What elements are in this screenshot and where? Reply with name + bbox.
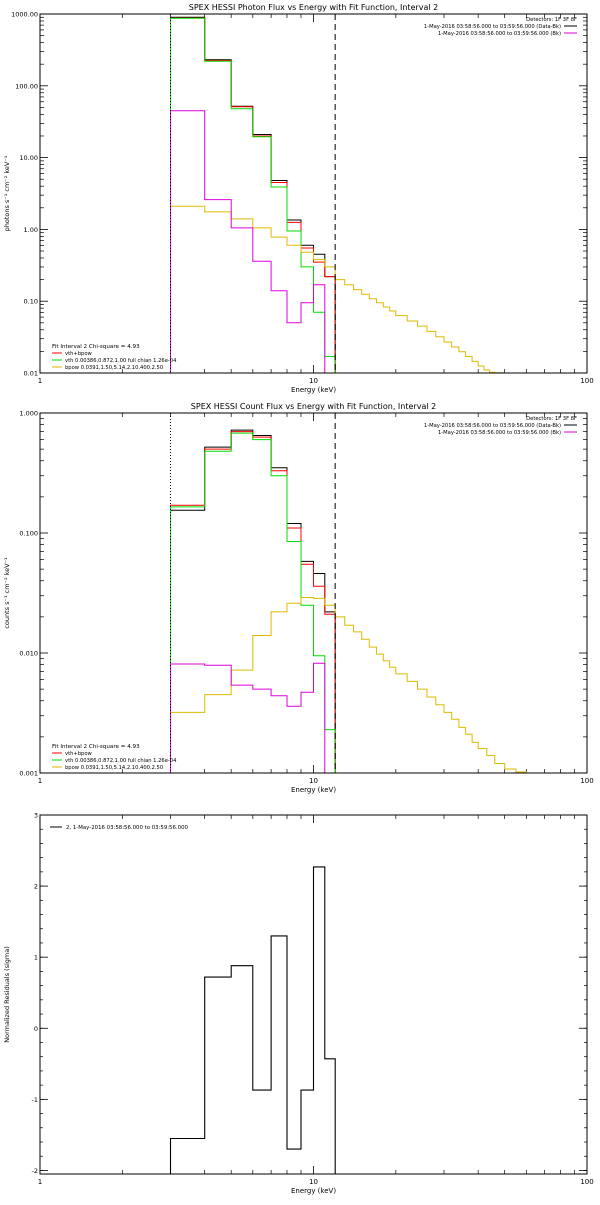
- x-tick-label: 1: [38, 1178, 42, 1186]
- series-line-data: [170, 429, 336, 773]
- series-line-total: [170, 17, 336, 373]
- legend-entry: vth+bpow: [65, 751, 92, 757]
- chart-title: SPEX HESSI Photon Flux vs Energy with Fi…: [189, 3, 439, 12]
- plot-frame: [39, 814, 588, 1175]
- legend-entry: Fit Interval 2 Chi-square = 4.93: [52, 744, 140, 750]
- series-group: [170, 429, 545, 773]
- plot-frame: [39, 13, 588, 374]
- y-tick-label: 10.00: [19, 154, 38, 162]
- series-group: [170, 16, 505, 373]
- y-tick-label: 2: [34, 883, 38, 891]
- y-tick-label: 0.10: [24, 298, 38, 306]
- y-tick-label: -1: [32, 1096, 38, 1104]
- legend-entry: 1-May-2016 03:58:56.000 to 03:59:56.000 …: [438, 31, 561, 37]
- series-line-bkg: [170, 662, 326, 773]
- x-axis-label: Energy (keV): [291, 1187, 336, 1195]
- y-tick-label: -2: [32, 1167, 38, 1175]
- legend-entry: bpow 0.0391,1.50,5.14,2.10,400,2.50: [65, 765, 163, 771]
- y-tick-label: 0.100: [19, 530, 38, 538]
- legend-entry: bpow 0.0391,1.50,5.14,2.10,400,2.50: [65, 365, 163, 371]
- x-tick-label: 10: [309, 377, 318, 385]
- series-line-residual: [169, 866, 336, 1174]
- series-line-total: [170, 431, 336, 773]
- series-line-vth: [170, 432, 336, 773]
- y-tick-label: 0: [34, 1025, 38, 1033]
- chart-panel-2: SPEX HESSI Count Flux vs Energy with Fit…: [3, 402, 594, 794]
- x-axis-label: Energy (keV): [291, 786, 336, 794]
- y-axis-label: counts s⁻¹ cm⁻² keV⁻¹: [3, 557, 11, 629]
- legend-entry: vth+bpow: [65, 351, 92, 357]
- chart-title: SPEX HESSI Count Flux vs Energy with Fit…: [191, 402, 436, 411]
- x-tick-label: 1: [38, 777, 42, 785]
- x-tick-label: 100: [580, 377, 593, 385]
- y-axis-label: Normalized Residuals (sigma): [3, 946, 11, 1043]
- y-axis-label: photons s⁻¹ cm⁻² keV⁻¹: [3, 155, 11, 231]
- x-tick-label: 1: [38, 377, 42, 385]
- x-tick-label: 100: [580, 1178, 593, 1186]
- plot-frame: [39, 412, 588, 774]
- series-line-bkg: [170, 110, 326, 373]
- y-tick-label: 1: [34, 954, 38, 962]
- chart-panel-3: 1 10 100 -2 -1 0 1 2 3 Energy (keV) Normalized Res…: [3, 812, 594, 1196]
- chart-panel-1: SPEX HESSI Photon Flux vs Energy with Fi…: [3, 3, 594, 394]
- legend-entry: 1-May-2016 03:58:56.000 to 03:59:56.000 …: [424, 24, 561, 30]
- legend-entry: Detectors: 1F 3F 8F: [526, 17, 577, 23]
- x-tick-label: 10: [309, 1178, 318, 1186]
- series-group: [169, 866, 336, 1174]
- legend-entry: Fit Interval 2 Chi-square = 4.93: [52, 344, 140, 350]
- y-tick-label: 1.000: [19, 410, 38, 418]
- y-tick-label: 100.00: [15, 82, 38, 90]
- y-tick-label: 1000.00: [11, 11, 38, 19]
- x-tick-label: 10: [309, 777, 318, 785]
- series-line-vth: [170, 17, 336, 373]
- legend-entry: 2, 1-May-2016 03:58:56.000 to 03:59:56.0…: [66, 825, 188, 831]
- y-tick-label: 3: [34, 812, 38, 820]
- y-tick-label: 1.00: [24, 226, 38, 234]
- x-axis-label: Energy (keV): [291, 386, 336, 394]
- x-tick-label: 100: [580, 777, 593, 785]
- y-tick-label: 0.01: [24, 370, 38, 378]
- series-line-data: [170, 16, 336, 373]
- series-line-bpow: [170, 597, 545, 773]
- legend-entry: 1-May-2016 03:58:56.000 to 03:59:56.000 …: [424, 423, 561, 429]
- y-tick-label: 0.010: [19, 650, 38, 658]
- legend-entry: vth 0.00386,0.872,1.00 full chian 1.26e-…: [65, 758, 177, 764]
- y-tick-label: 0.001: [19, 770, 38, 778]
- legend-entry: vth 0.00386,0.872,1.00 full chian 1.26e-…: [65, 358, 177, 364]
- series-line-bpow: [170, 205, 505, 373]
- legend-entry: 1-May-2016 03:58:56.000 to 03:59:56.000 …: [438, 430, 561, 436]
- legend-entry: Detectors: 1F 3F 8F: [526, 416, 577, 422]
